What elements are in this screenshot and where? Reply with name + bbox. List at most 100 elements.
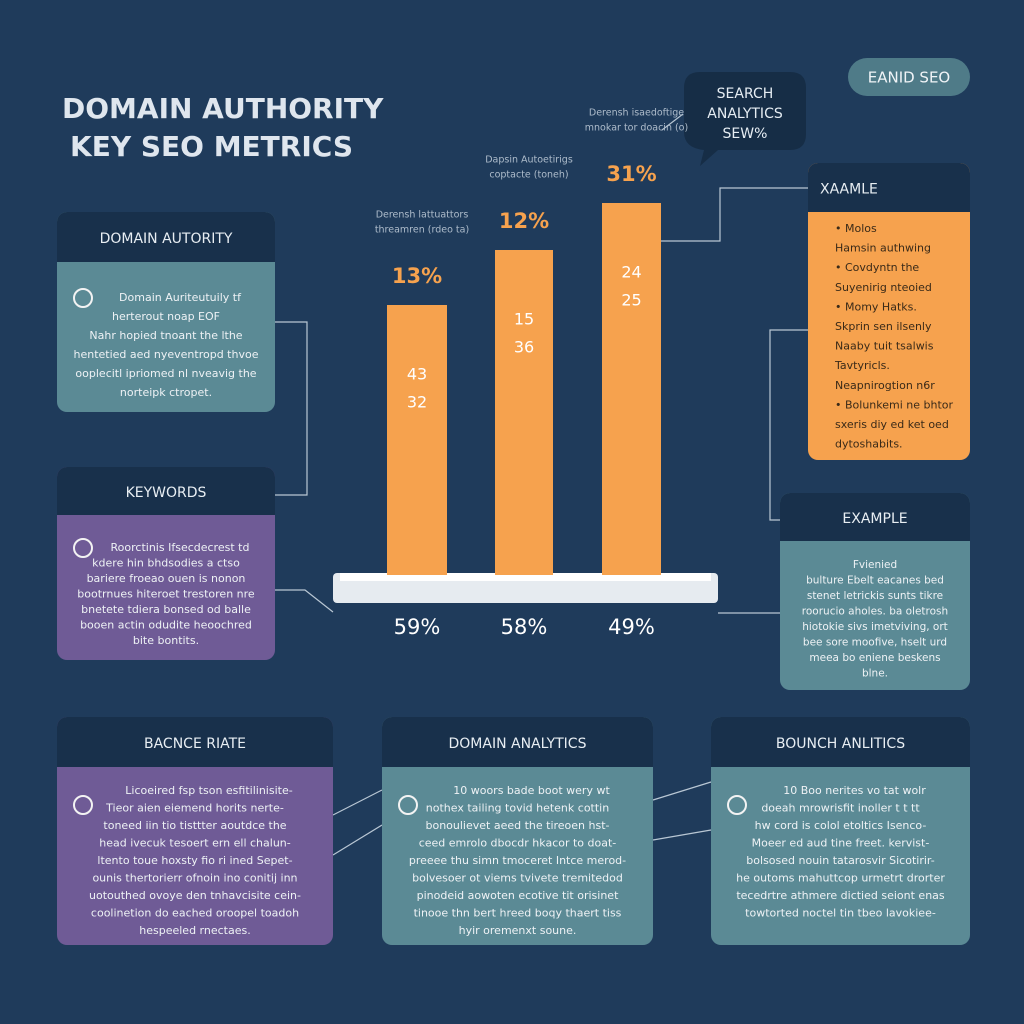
card-text: towtorted noctel tin tbeo lavokiee-: [745, 907, 936, 920]
bar: [387, 305, 447, 575]
bar-inner-label: 25: [621, 291, 641, 310]
bubble-line: ANALYTICS: [707, 106, 783, 122]
bar-top-label: 13%: [392, 264, 442, 288]
card-title: KEYWORDS: [126, 485, 207, 501]
bar-caption: coptacte (toneh): [489, 170, 568, 181]
card-text: Roorctinis Ifsecdecrest td: [111, 541, 250, 554]
card-text: he outoms mahuttcop urmetrt drorter: [736, 872, 945, 885]
connector: [332, 824, 383, 856]
card-text: Moeer ed aud tine freet. kervist-: [752, 837, 930, 850]
card-text: sxeris diy ed ket oed: [835, 418, 949, 431]
card-text: Licoeired fsp tson esfitilinisite-: [125, 784, 292, 797]
card-header-join: [780, 541, 970, 551]
card-body: [808, 163, 970, 460]
card-header-join: [711, 767, 970, 777]
card-text: booen actin odudite heoochred: [80, 619, 252, 632]
card-header-join: [57, 515, 275, 525]
connector: [661, 187, 808, 242]
card-text: blne.: [862, 668, 888, 680]
bar-inner-label: 24: [621, 263, 641, 282]
card-text: meea bo eniene beskens: [809, 652, 940, 664]
card-text: ooplecitl ipriomed nl nveavig the: [75, 367, 256, 380]
card-header: [711, 717, 970, 777]
card-title: XAAMLE: [820, 182, 878, 198]
speech-bubble: [684, 72, 806, 166]
card-text: Tavtyricls.: [834, 359, 890, 372]
card-text: bite bontits.: [133, 634, 199, 647]
card-text: bonoulievet aeed the tireoen hst-: [425, 819, 609, 832]
card-header-join: [57, 262, 275, 272]
card-text: toneed iin tio tisttter aoutdce the: [103, 819, 286, 832]
card-header: [808, 163, 970, 222]
card-text: bolsosed nouin tatarosvir Sicotirir-: [746, 854, 934, 867]
card-text: stenet letrickis sunts tikre: [807, 590, 943, 602]
card-icon: [73, 795, 93, 815]
connector: [332, 789, 383, 816]
card-text: kdere hin bhdsodies a ctso: [92, 557, 240, 570]
card-header-join: [382, 767, 653, 777]
badge-label: EANID SEO: [868, 69, 951, 87]
card-text: ounis thertorierr ofnoin ino conitij inn: [92, 872, 297, 885]
connectors: [275, 113, 808, 856]
card-text: Skprin sen ilsenly: [835, 320, 932, 333]
card-text: ltento toue hoxsty fio ri ined Sepet-: [97, 854, 292, 867]
card-text: hyir oremenxt soune.: [459, 924, 577, 937]
card-icon: [73, 538, 93, 558]
card-text: uotouthed ovoye den tnhavcisite cein-: [89, 889, 301, 902]
bar-inner-label: 32: [407, 393, 427, 412]
card-text: bulture Ebelt eacanes bed: [806, 575, 944, 587]
card-text: Hamsin authwing: [835, 242, 931, 255]
card-text: bee sore moofive, hselt urd: [803, 637, 947, 649]
card-text: norteipk ctropet.: [120, 386, 212, 399]
card-text: bnetete tdiera bonsed od balle: [81, 603, 251, 616]
bubble-line: SEARCH: [717, 86, 774, 102]
card-text: nothex tailing tovid hetenk cottin: [426, 802, 609, 815]
card-text: Nahr hopied tnoant the lthe: [89, 329, 242, 342]
card-text: Domain Auriteutuily tf: [119, 291, 242, 304]
connector: [275, 589, 334, 613]
card-text: hiotokie sivs imetviving, ort: [802, 621, 948, 633]
bar-caption: Derensh isaedoftige: [589, 108, 684, 119]
card-text: Suyenirig nteoied: [835, 281, 932, 294]
card-text: bootrnues hiteroet trestoren nre: [77, 588, 255, 601]
badge: [848, 58, 970, 96]
bar-caption: Dapsin Autoetirigs: [485, 155, 573, 166]
card-text: 10 Boo nerites vo tat wolr: [783, 784, 926, 797]
card-text: hentetied aed nyeventropd thvoe: [74, 348, 259, 361]
bar-top-label: 31%: [606, 162, 656, 186]
title-line: DOMAIN AUTHORITY: [62, 92, 384, 125]
connector: [769, 329, 808, 521]
card-text: dytoshabits.: [835, 438, 903, 451]
connector: [652, 781, 712, 801]
title-line: KEY SEO METRICS: [70, 130, 353, 163]
bar-top-label: 12%: [499, 209, 549, 233]
bar-bottom-label: 59%: [394, 615, 441, 639]
card-header: [57, 467, 275, 525]
card-text: preeee thu simn tmoceret Intce merod-: [409, 854, 626, 867]
connector: [275, 321, 308, 496]
card-text: herterout noap EOF: [112, 310, 220, 323]
bar-inner-label: 15: [514, 310, 534, 329]
bar-bottom-label: 49%: [608, 615, 655, 639]
card-text: • Covdyntn the: [835, 261, 919, 274]
bubble-line: SEW%: [723, 126, 768, 142]
card-header: [780, 493, 970, 551]
card-text: coolinetion do eached oroopel toadoh: [91, 907, 299, 920]
card-text: Naaby tuit tsalwis: [835, 340, 934, 353]
card-title: DOMAIN ANALYTICS: [449, 736, 587, 752]
card-text: doeah mrowrisfit inoller t t tt: [761, 802, 920, 815]
card-text: Tieor aien eiemend horits nerte-: [105, 802, 284, 815]
card-text: roorucio aholes. ba oletrosh: [802, 606, 948, 618]
card-text: tinooe thn bert hreed boqy thaert tiss: [414, 907, 622, 920]
bar-caption: threamren (rdeo ta): [375, 225, 469, 236]
card-title: BACNCE RIATE: [144, 736, 246, 752]
card-text: • Momy Hatks.: [835, 300, 917, 313]
card-title: BOUNCH ANLITICS: [776, 736, 905, 752]
card-text: hespeeled rnectaes.: [139, 924, 250, 937]
card-header-join: [57, 767, 333, 777]
card-text: Neapnirogtion n6r: [835, 379, 935, 392]
bar-caption: Derensh lattuattors: [376, 210, 469, 221]
bar-inner-label: 36: [514, 338, 534, 357]
